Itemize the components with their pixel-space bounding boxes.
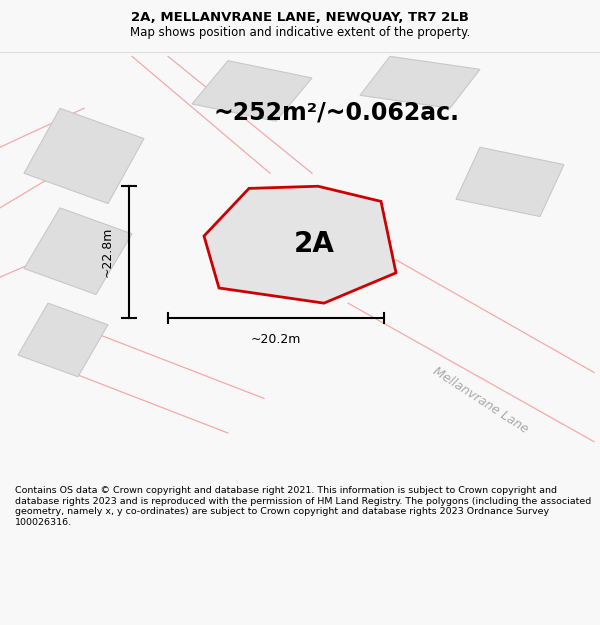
Polygon shape <box>456 148 564 216</box>
Text: ~252m²/~0.062ac.: ~252m²/~0.062ac. <box>213 101 459 124</box>
Text: ~20.2m: ~20.2m <box>251 334 301 346</box>
Text: Mellanvrane Lane: Mellanvrane Lane <box>430 365 530 436</box>
Polygon shape <box>24 108 144 204</box>
Text: Contains OS data © Crown copyright and database right 2021. This information is : Contains OS data © Crown copyright and d… <box>15 486 591 527</box>
Text: Map shows position and indicative extent of the property.: Map shows position and indicative extent… <box>130 26 470 39</box>
Text: ~22.8m: ~22.8m <box>101 227 114 278</box>
Text: 2A, MELLANVRANE LANE, NEWQUAY, TR7 2LB: 2A, MELLANVRANE LANE, NEWQUAY, TR7 2LB <box>131 11 469 24</box>
Text: 2A: 2A <box>293 230 334 258</box>
Polygon shape <box>360 56 480 108</box>
Polygon shape <box>204 186 396 303</box>
Polygon shape <box>18 303 108 377</box>
Polygon shape <box>24 208 132 294</box>
Polygon shape <box>192 61 312 121</box>
